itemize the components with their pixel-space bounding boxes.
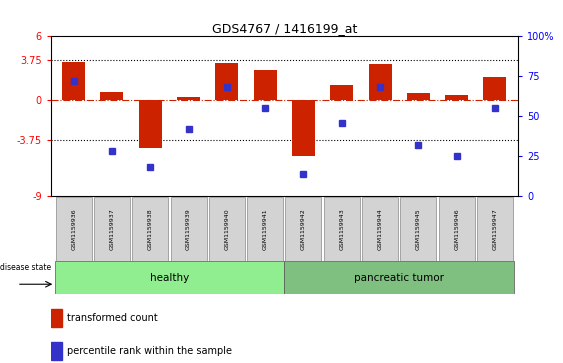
Text: GSM1159937: GSM1159937 [109, 208, 114, 250]
Text: GSM1159939: GSM1159939 [186, 208, 191, 250]
Text: GSM1159941: GSM1159941 [263, 208, 267, 249]
Bar [445, 95, 468, 100]
Text: GSM1159940: GSM1159940 [225, 208, 229, 249]
Text: GSM1159943: GSM1159943 [339, 208, 344, 250]
Text: GSM1159942: GSM1159942 [301, 208, 306, 250]
Text: pancreatic tumor: pancreatic tumor [354, 273, 444, 283]
Text: GSM1159945: GSM1159945 [416, 208, 421, 249]
Bar [51, 342, 62, 360]
Text: disease state: disease state [0, 263, 51, 272]
Bar [100, 92, 123, 100]
FancyBboxPatch shape [171, 197, 207, 261]
Text: GSM1159947: GSM1159947 [493, 208, 498, 250]
Text: GSM1159946: GSM1159946 [454, 208, 459, 249]
FancyBboxPatch shape [477, 197, 513, 261]
Bar [484, 77, 507, 100]
Bar [407, 93, 430, 100]
FancyBboxPatch shape [285, 197, 321, 261]
FancyBboxPatch shape [94, 197, 130, 261]
Bar [62, 62, 85, 100]
FancyBboxPatch shape [284, 261, 514, 294]
Bar [254, 70, 276, 100]
Text: GSM1159936: GSM1159936 [71, 208, 76, 249]
Bar [138, 100, 162, 148]
Bar [216, 63, 238, 100]
FancyBboxPatch shape [400, 197, 436, 261]
Bar [330, 85, 353, 100]
Text: percentile rank within the sample: percentile rank within the sample [68, 346, 233, 356]
FancyBboxPatch shape [56, 197, 92, 261]
FancyBboxPatch shape [132, 197, 168, 261]
FancyBboxPatch shape [247, 197, 283, 261]
FancyBboxPatch shape [324, 197, 360, 261]
Bar [51, 309, 62, 327]
FancyBboxPatch shape [439, 197, 475, 261]
FancyBboxPatch shape [209, 197, 245, 261]
Bar [292, 100, 315, 156]
FancyBboxPatch shape [55, 261, 284, 294]
Text: GSM1159938: GSM1159938 [148, 208, 153, 249]
Text: transformed count: transformed count [68, 313, 158, 323]
Text: GSM1159944: GSM1159944 [378, 208, 383, 250]
Title: GDS4767 / 1416199_at: GDS4767 / 1416199_at [212, 22, 357, 35]
Text: healthy: healthy [150, 273, 189, 283]
FancyBboxPatch shape [362, 197, 398, 261]
Bar [369, 64, 391, 100]
Bar [177, 97, 200, 100]
